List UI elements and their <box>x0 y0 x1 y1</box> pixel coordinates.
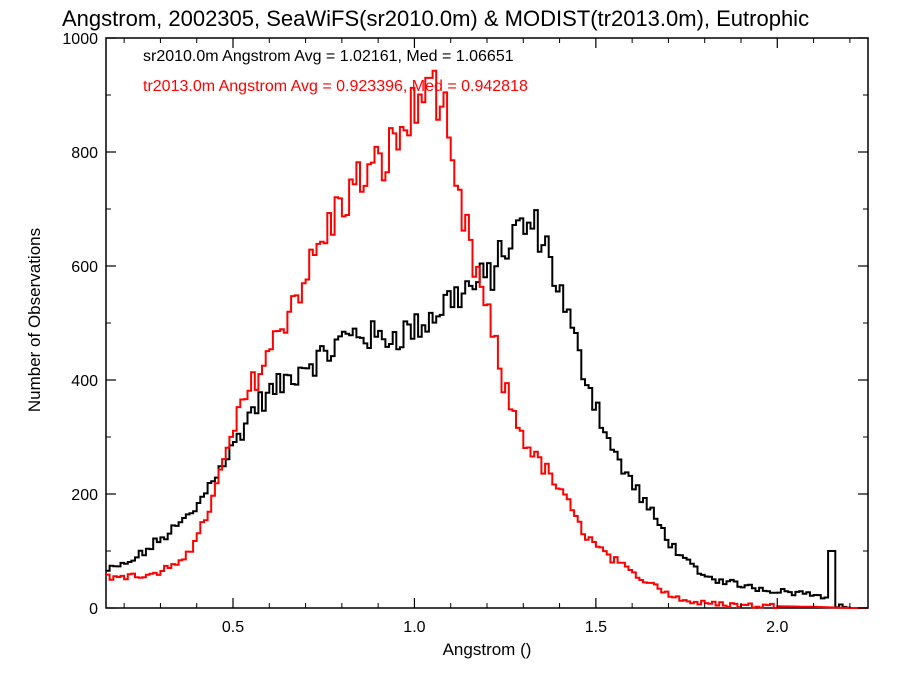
series-line-0 <box>106 209 868 609</box>
y-tick-label: 600 <box>71 259 98 276</box>
axis-ticks: 0.5 1.0 1.5 2.0 0 200 400 600 800 1000 <box>62 31 868 636</box>
x-tick-label: 1.0 <box>403 619 425 636</box>
y-axis-label: Number of Observations <box>25 228 44 412</box>
x-tick-label: 2.0 <box>766 619 788 636</box>
plot-frame <box>105 37 869 609</box>
series-line-1 <box>106 69 868 609</box>
y-tick-label: 0 <box>89 601 98 618</box>
annotation-red: tr2013.0m Angstrom Avg = 0.923396, Med =… <box>143 78 528 95</box>
series-layer <box>106 69 868 609</box>
x-axis-label: Angstrom () <box>443 640 532 659</box>
y-tick-label: 400 <box>71 373 98 390</box>
annotation-black: sr2010.0m Angstrom Avg = 1.02161, Med = … <box>143 48 514 65</box>
y-tick-label: 800 <box>71 145 98 162</box>
chart-title: Angstrom, 2002305, SeaWiFS(sr2010.0m) & … <box>62 6 809 31</box>
y-tick-label: 1000 <box>62 31 98 48</box>
y-tick-label: 200 <box>71 487 98 504</box>
x-tick-label: 0.5 <box>222 619 244 636</box>
x-tick-label: 1.5 <box>585 619 607 636</box>
